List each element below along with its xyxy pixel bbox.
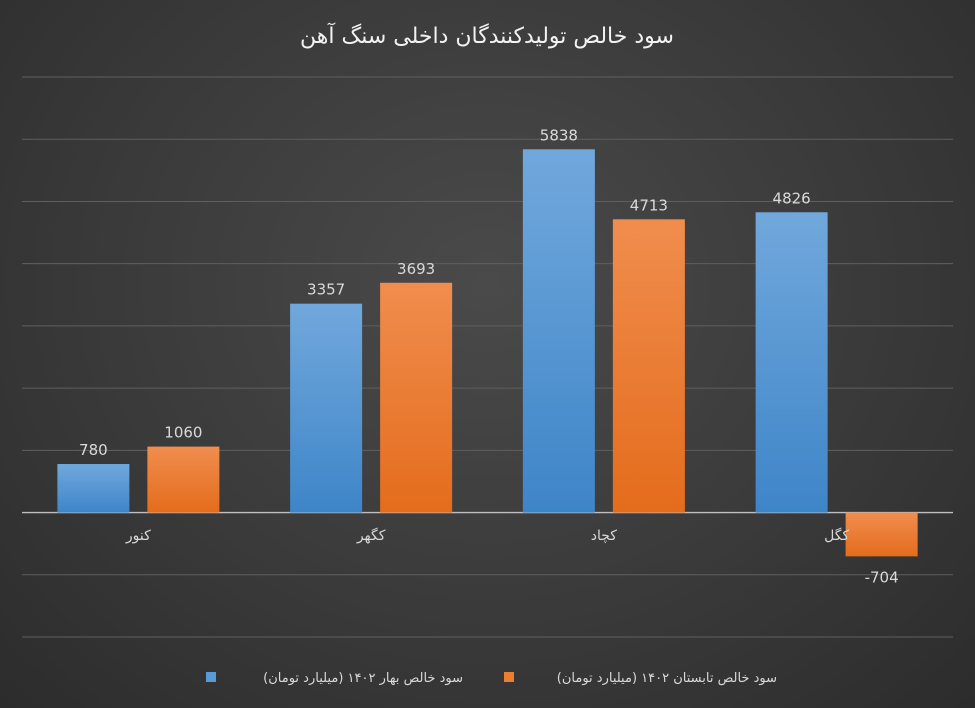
data-label: 780: [79, 441, 108, 459]
bar: [380, 282, 453, 513]
data-label: 1060: [164, 424, 202, 442]
bar: [522, 149, 595, 513]
data-label: -704: [865, 568, 899, 586]
bar: [147, 446, 220, 513]
data-label: 3693: [397, 260, 435, 278]
bar: [612, 219, 685, 513]
data-label: 4826: [773, 189, 811, 207]
data-label: 4713: [630, 196, 668, 214]
bar: [290, 303, 363, 513]
bar: [57, 464, 130, 513]
bar: [845, 512, 918, 557]
legend-swatch: [206, 672, 216, 682]
legend-swatch: [504, 672, 514, 682]
chart-title: سود خالص تولیدکنندگان داخلی سنگ آهن: [300, 22, 674, 49]
category-label: کگهر: [356, 527, 386, 544]
category-label: کچاد: [591, 528, 618, 544]
category-label: کنور: [125, 528, 151, 544]
data-label: 3357: [307, 281, 345, 299]
category-label: کگل: [824, 527, 849, 544]
bar: [755, 212, 828, 513]
data-label: 5838: [540, 126, 578, 144]
legend-label: سود خالص بهار ۱۴۰۲ (میلیارد تومان): [263, 671, 463, 686]
legend-label: سود خالص تابستان ۱۴۰۲ (میلیارد تومان): [557, 671, 777, 686]
